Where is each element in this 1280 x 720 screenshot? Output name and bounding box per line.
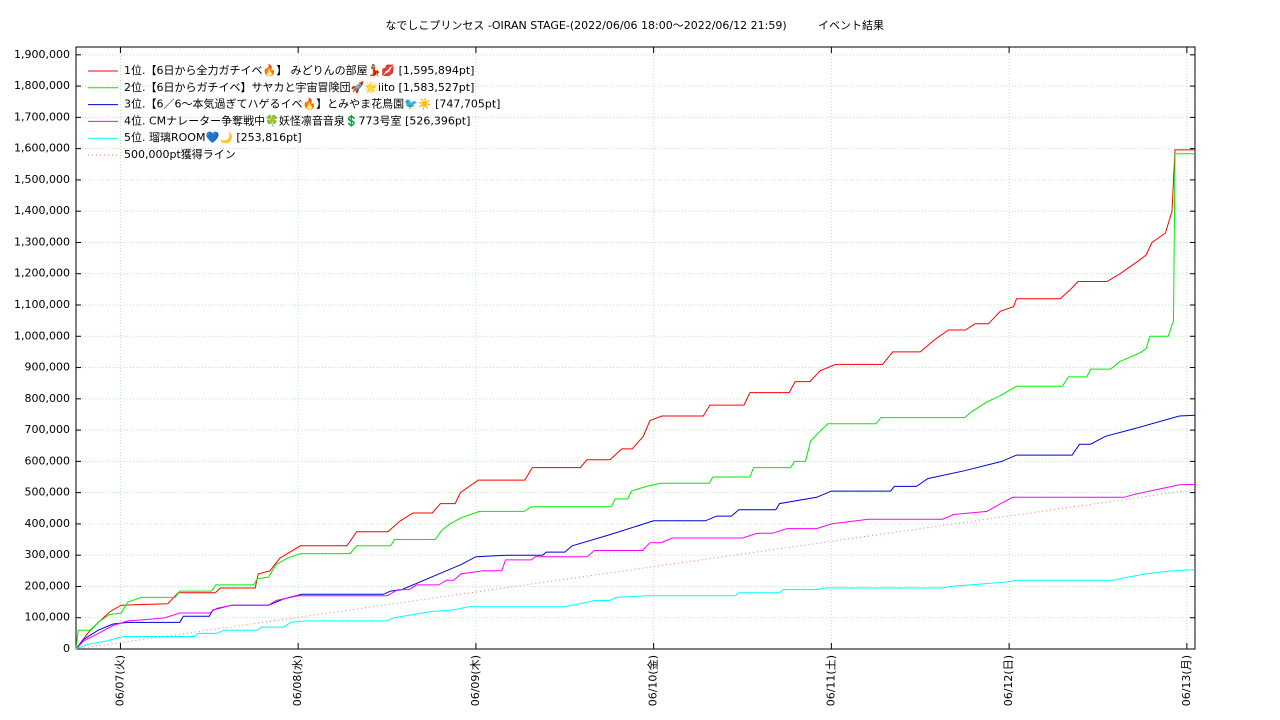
y-tick-label: 800,000: [25, 392, 71, 405]
y-tick-label: 900,000: [25, 361, 71, 374]
x-tick-label: 06/09(木): [469, 655, 482, 706]
series-line: [75, 153, 1195, 650]
y-tick-label: 200,000: [25, 579, 71, 592]
legend-label: 5位. 瑠璃ROOM💙🌙 [253,816pt]: [124, 130, 302, 144]
y-tick-label: 600,000: [25, 454, 71, 467]
y-tick-label: 0: [63, 642, 70, 655]
series-line: [75, 489, 1196, 650]
y-tick-label: 300,000: [25, 548, 71, 561]
y-tick-label: 500,000: [25, 486, 71, 499]
series-line: [75, 483, 1196, 650]
y-tick-label: 400,000: [25, 517, 71, 530]
y-tick-label: 1,600,000: [14, 142, 70, 155]
legend-label: 500,000pt獲得ライン: [124, 148, 236, 161]
y-tick-label: 1,800,000: [14, 79, 70, 92]
y-tick-label: 1,200,000: [14, 267, 70, 280]
y-tick-label: 1,000,000: [14, 329, 70, 342]
x-tick-label: 06/07(火): [113, 655, 126, 706]
y-tick-label: 100,000: [25, 611, 71, 624]
y-tick-label: 1,700,000: [14, 110, 70, 123]
legend-label: 4位. CMナレーター争奪戦中🍀妖怪凛音音泉💲773号室 [526,396pt]: [124, 113, 470, 127]
chart-subtitle: イベント結果: [818, 18, 884, 32]
y-tick-label: 1,500,000: [14, 173, 70, 186]
legend-label: 1位.【6日から全力ガチイベ🔥】 みどりんの部屋💃💋 [1,595,894pt]: [124, 63, 474, 77]
x-tick-label: 06/11(土): [824, 655, 837, 706]
x-tick-label: 06/12(日): [1002, 655, 1015, 706]
y-tick-label: 1,400,000: [14, 204, 70, 217]
x-tick-label: 06/08(水): [291, 655, 304, 706]
plot-frame: [75, 46, 1196, 650]
y-tick-label: 1,300,000: [14, 235, 70, 248]
series-line: [75, 569, 1196, 650]
series-line: [75, 149, 1195, 650]
x-tick-label: 06/10(金): [646, 655, 660, 706]
series-line: [75, 414, 1196, 650]
legend-label: 3位.【6／6〜本気過ぎてハゲるイベ🔥】とみやま花鳥園🐦☀️ [747,705p…: [124, 97, 500, 111]
legend-label: 2位.【6日からガチイベ】サヤカと宇宙冒険団🚀🌟iito [1,583,527p…: [124, 80, 474, 94]
y-tick-label: 1,100,000: [14, 298, 70, 311]
y-tick-label: 700,000: [25, 423, 71, 436]
x-tick-label: 06/13(月): [1180, 655, 1193, 706]
chart-title: なでしこプリンセス -OIRAN STAGE-(2022/06/06 18:00…: [385, 19, 786, 32]
y-tick-label: 1,900,000: [14, 48, 70, 61]
